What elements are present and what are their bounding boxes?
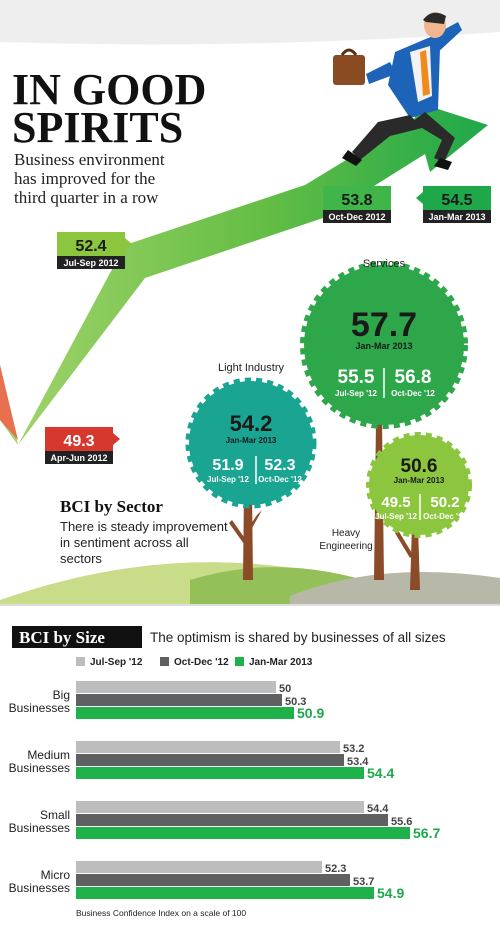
- bar-value-label: 53.2: [343, 743, 364, 755]
- tree-value-b: 56.8: [395, 367, 432, 388]
- bar-value-label: 50.9: [297, 705, 324, 721]
- tree-name: Light Industry: [218, 362, 285, 374]
- size-bar-chart: BigBusinesses5050.350.9MediumBusinesses5…: [9, 681, 440, 901]
- bar: [76, 681, 276, 693]
- category-label-line-1: Medium: [27, 748, 70, 762]
- size-description: The optimism is shared by businesses of …: [150, 630, 446, 645]
- tree-heavy-engineering: 50.6 Jan-Mar 2013 49.5 Jul-Sep '12 50.2 …: [319, 432, 472, 552]
- legend-swatch: [76, 657, 85, 666]
- bar-value-label: 54.9: [377, 885, 404, 901]
- trend-period: Jan-Mar 2013: [428, 212, 485, 222]
- trend-callout-oct-dec-2012: 53.8 Oct-Dec 2012: [323, 186, 391, 223]
- tree-value-a: 51.9: [212, 457, 243, 474]
- hill-right: [290, 572, 500, 605]
- trend-value: 49.3: [63, 433, 94, 450]
- title-line-2: SPIRITS: [12, 103, 183, 152]
- category-label-line-2: Businesses: [9, 761, 70, 775]
- chart-legend: Jul-Sep '12 Oct-Dec '12 Jan-Mar 2013: [76, 657, 313, 668]
- tree-name-line-2: Engineering: [319, 541, 372, 552]
- legend-swatch: [160, 657, 169, 666]
- category-label-line-1: Small: [40, 808, 70, 822]
- trend-period: Apr-Jun 2012: [50, 453, 107, 463]
- bar: [76, 801, 364, 813]
- tree-value-a: 55.5: [338, 367, 375, 388]
- tree-period-b: Oct-Dec '12: [391, 389, 435, 398]
- tree-main-value: 57.7: [351, 306, 417, 344]
- trend-value: 52.4: [75, 238, 106, 255]
- category-label-line-2: Businesses: [9, 701, 70, 715]
- size-heading: BCI by Size: [19, 628, 105, 647]
- tree-main-period: Jan-Mar 2013: [355, 341, 412, 351]
- chart-footnote: Business Confidence Index on a scale of …: [76, 908, 246, 918]
- tree-services: Services 57.7 Jan-Mar 2013 55.5 Jul-Sep …: [300, 258, 468, 429]
- trend-arrow-tail: [0, 365, 18, 440]
- tree-period-a: Jul-Sep '12: [335, 389, 377, 398]
- legend-label: Jul-Sep '12: [90, 657, 143, 668]
- trend-value: 53.8: [341, 192, 372, 209]
- category-label-line-1: Micro: [41, 868, 71, 882]
- section-divider: [0, 604, 500, 606]
- bar: [76, 814, 388, 826]
- bar-value-label: 55.6: [391, 816, 412, 828]
- tree-value-b: 52.3: [264, 457, 295, 474]
- category-label-line-2: Businesses: [9, 881, 70, 895]
- bar: [76, 767, 364, 779]
- subtitle-line-1: Business environment: [14, 150, 165, 169]
- top-band: [0, 0, 500, 45]
- bar: [76, 874, 350, 886]
- tree-name-line-1: Heavy: [332, 528, 360, 539]
- bar: [76, 754, 344, 766]
- tree-value-a: 49.5: [381, 494, 410, 511]
- legend-swatch: [235, 657, 244, 666]
- tree-main-value: 50.6: [401, 456, 438, 477]
- tree-value-b: 50.2: [430, 494, 459, 511]
- tree-period-b: Oct-Dec '12: [258, 475, 302, 484]
- bar-value-label: 53.4: [347, 756, 369, 768]
- subtitle-line-3: third quarter in a row: [14, 188, 159, 207]
- bar-value-label: 50: [279, 683, 291, 695]
- bar: [76, 887, 374, 899]
- tree-period-b: Oct-Dec '12: [423, 512, 467, 521]
- tree-period-a: Jul-Sep '12: [207, 475, 249, 484]
- trend-value: 54.5: [441, 192, 472, 209]
- category-label-line-1: Big: [53, 688, 70, 702]
- title-line-1: IN GOOD: [12, 65, 206, 114]
- subtitle-line-2: has improved for the: [14, 169, 155, 188]
- trend-period: Jul-Sep 2012: [63, 258, 118, 268]
- bar-value-label: 54.4: [367, 765, 394, 781]
- trend-period: Oct-Dec 2012: [328, 212, 385, 222]
- bar-value-label: 56.7: [413, 825, 440, 841]
- bar-value-label: 52.3: [325, 863, 346, 875]
- trend-callout-apr-jun-2012: 49.3 Apr-Jun 2012: [45, 427, 120, 464]
- trend-callout-jan-mar-2013: 54.5 Jan-Mar 2013: [416, 186, 491, 223]
- trend-callout-jul-sep-2012: 52.4 Jul-Sep 2012: [57, 232, 132, 269]
- bar-value-label: 53.7: [353, 876, 374, 888]
- sector-heading: BCI by Sector: [60, 497, 163, 516]
- tree-light-industry: Light Industry 54.2 Jan-Mar 2013 51.9 Ju…: [185, 362, 317, 509]
- sector-desc-line-3: sectors: [60, 551, 102, 566]
- tree-main-value: 54.2: [230, 411, 273, 436]
- bar-value-label: 50.3: [285, 696, 306, 708]
- bar: [76, 827, 410, 839]
- category-label-line-2: Businesses: [9, 821, 70, 835]
- legend-label: Jan-Mar 2013: [249, 657, 313, 668]
- tree-main-period: Jan-Mar 2013: [394, 476, 445, 485]
- bar: [76, 741, 340, 753]
- legend-label: Oct-Dec '12: [174, 657, 229, 668]
- bar: [76, 707, 294, 719]
- tree-period-a: Jul-Sep '12: [375, 512, 417, 521]
- bar: [76, 694, 282, 706]
- tree-name: Services: [363, 258, 406, 270]
- running-businessman-illustration: [333, 12, 462, 170]
- bar-value-label: 54.4: [367, 803, 389, 815]
- tree-main-period: Jan-Mar 2013: [226, 436, 277, 445]
- sector-desc-line-2: in sentiment across all: [60, 535, 189, 550]
- size-heading-box: [12, 626, 142, 648]
- bar: [76, 861, 322, 873]
- sector-desc-line-1: There is steady improvement: [60, 519, 228, 534]
